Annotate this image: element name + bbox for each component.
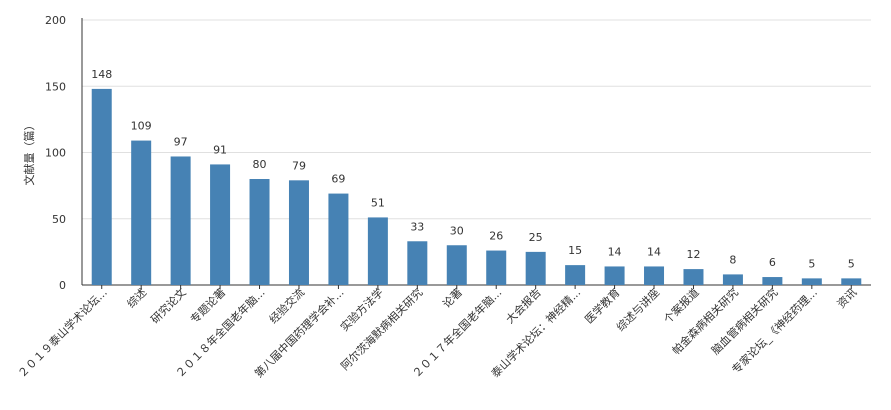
x-tick-label: 论著	[439, 285, 464, 310]
bar[interactable]	[722, 274, 743, 285]
data-label: 148	[91, 68, 112, 81]
bar[interactable]	[525, 251, 546, 285]
bar[interactable]	[367, 217, 388, 285]
gridlines	[82, 19, 871, 220]
data-label: 14	[647, 245, 661, 258]
y-axis-title: 文献量（篇）	[22, 120, 36, 186]
data-label: 14	[608, 245, 622, 258]
y-tick-label: 200	[45, 14, 66, 27]
y-tick-label: 0	[59, 279, 66, 292]
x-tick-label: 综述与讲座	[613, 285, 662, 334]
x-tick-label: 经验交流	[266, 285, 307, 326]
data-label: 51	[371, 196, 385, 209]
bar[interactable]	[328, 193, 349, 285]
data-label: 79	[292, 159, 306, 172]
bar[interactable]	[762, 277, 783, 285]
data-label: 109	[131, 120, 152, 133]
bar[interactable]	[446, 245, 467, 285]
bar[interactable]	[683, 269, 704, 285]
y-tick-label: 150	[45, 80, 66, 93]
bar[interactable]	[210, 164, 231, 285]
x-tick-label: 脑血管病相关研究	[708, 285, 780, 357]
x-tick-label: 大会报告	[503, 285, 544, 326]
bar[interactable]	[170, 156, 191, 285]
data-label: 8	[729, 253, 736, 266]
data-label: 33	[410, 220, 424, 233]
bar[interactable]	[841, 278, 862, 285]
data-label: 12	[686, 248, 700, 261]
data-label: 25	[529, 231, 543, 244]
data-label: 5	[808, 257, 815, 270]
x-tick-label: 综述	[124, 285, 149, 310]
x-tick-label: 帕金森病相关研究	[669, 285, 741, 357]
bar[interactable]	[801, 278, 822, 285]
x-tick-label: 资讯	[835, 286, 860, 311]
data-label: 97	[174, 135, 188, 148]
x-tick-label: 专题论著	[187, 285, 228, 326]
y-tick-label: 100	[45, 147, 66, 160]
bar[interactable]	[486, 250, 507, 285]
x-tick-label: 研究论文	[148, 285, 189, 326]
data-label: 30	[450, 224, 464, 237]
bar[interactable]	[407, 241, 428, 285]
x-tick-label: ２０１９泰山学术论坛...	[15, 285, 110, 380]
data-label: 69	[331, 173, 345, 186]
bar[interactable]	[131, 140, 152, 285]
bar[interactable]	[644, 266, 665, 285]
bar[interactable]	[249, 179, 270, 285]
x-tick-label: 医学教育	[582, 285, 623, 326]
data-label: 15	[568, 244, 582, 257]
bar[interactable]	[91, 88, 112, 286]
bar[interactable]	[604, 266, 625, 285]
x-tick-label: 个案报道	[661, 285, 702, 326]
axes	[81, 18, 871, 289]
bar[interactable]	[288, 180, 309, 285]
data-label: 80	[253, 158, 267, 171]
data-label: 6	[769, 256, 776, 269]
data-label: 91	[213, 143, 227, 156]
bars	[91, 88, 862, 286]
y-tick-label: 50	[52, 213, 66, 226]
data-label: 5	[848, 257, 855, 270]
data-label: 26	[489, 230, 503, 243]
bar[interactable]	[565, 265, 586, 285]
